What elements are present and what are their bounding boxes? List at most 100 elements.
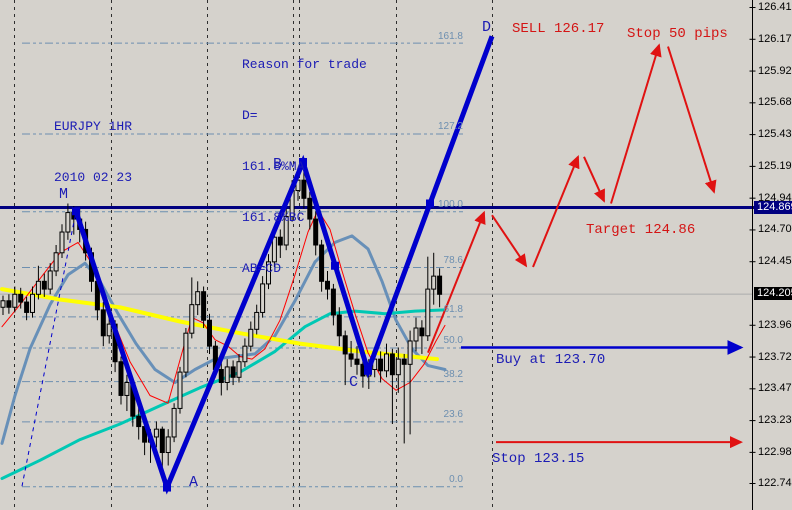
candle-body bbox=[236, 361, 242, 378]
candle-body bbox=[336, 314, 342, 337]
fib-diagonal-line bbox=[21, 211, 77, 487]
candle-body bbox=[53, 252, 59, 272]
candle-body bbox=[106, 323, 112, 337]
axis-price-label: 124.945 bbox=[758, 191, 792, 204]
candle-body bbox=[407, 340, 413, 365]
fib-level-label: 38.2 bbox=[443, 369, 463, 381]
pattern-point-label-M: M bbox=[59, 186, 69, 203]
candle-body bbox=[260, 283, 266, 313]
candle-body bbox=[183, 332, 189, 373]
candle-body bbox=[419, 327, 425, 337]
candle-body bbox=[307, 197, 313, 220]
candle-body bbox=[224, 366, 230, 383]
candle-body bbox=[242, 345, 248, 363]
candle-body bbox=[425, 288, 431, 337]
zigzag-handle bbox=[163, 483, 171, 492]
candle-body bbox=[124, 381, 130, 396]
sell-annotation: SELL 126.17 bbox=[512, 21, 605, 37]
zigzag-handle bbox=[426, 199, 434, 208]
candle-body bbox=[12, 293, 18, 308]
candle-body bbox=[207, 319, 212, 347]
fib-level-label: 100.0 bbox=[437, 199, 463, 211]
candle-body bbox=[189, 304, 195, 334]
fib-level-label: 23.6 bbox=[443, 409, 463, 421]
candle-body bbox=[342, 335, 348, 355]
candle-body bbox=[201, 291, 207, 321]
candle-body bbox=[389, 353, 395, 376]
zigzag-handle bbox=[72, 207, 80, 216]
fib-level-label: 0.0 bbox=[449, 474, 463, 486]
candle-body bbox=[354, 358, 360, 365]
axis-price-label: 126.170 bbox=[758, 32, 792, 45]
candle-body bbox=[384, 353, 389, 372]
candle-body bbox=[413, 327, 419, 342]
candle-body bbox=[171, 407, 177, 438]
axis-price-label: 123.475 bbox=[758, 382, 792, 395]
axis-price-label: 126.415 bbox=[758, 1, 792, 13]
axis-price-label: 122.985 bbox=[758, 445, 792, 458]
candle-body bbox=[59, 231, 65, 254]
price-marker-box: 124.205 bbox=[754, 287, 792, 301]
trade-projection-arrow bbox=[667, 46, 717, 194]
price-marker-box: 124.869 bbox=[754, 201, 792, 215]
candle-body bbox=[30, 293, 35, 313]
buy-annotation: Buy at 123.70 bbox=[496, 352, 606, 368]
axis-price-label: 125.925 bbox=[758, 64, 792, 77]
candle-body bbox=[153, 428, 159, 438]
candle-body bbox=[266, 261, 271, 285]
pattern-point-label-C: C bbox=[349, 374, 359, 391]
candle-body bbox=[100, 309, 106, 337]
chart-date-label: 2010 02 23 bbox=[54, 170, 133, 185]
symbol-timeframe-label: EURJPY 1HR bbox=[54, 119, 133, 134]
axis-price-label: 122.745 bbox=[758, 477, 792, 489]
zigzag-handle bbox=[299, 157, 307, 166]
trade-projection-arrow bbox=[491, 214, 528, 268]
candle-body bbox=[159, 428, 165, 454]
candle-body bbox=[378, 358, 384, 372]
candle-body bbox=[248, 328, 254, 347]
axis-price-label: 123.720 bbox=[758, 350, 792, 363]
reason-line: D= bbox=[242, 108, 258, 123]
ma-medium-moving-average bbox=[0, 234, 447, 445]
fib-level-label: 50.0 bbox=[443, 335, 463, 347]
axis-price-label: 125.680 bbox=[758, 96, 792, 109]
candle-body bbox=[24, 301, 30, 313]
candle-body bbox=[165, 436, 171, 454]
candle-body bbox=[283, 215, 289, 246]
candle-body bbox=[35, 280, 41, 295]
candle-body bbox=[41, 280, 47, 290]
axis-price-label: 124.455 bbox=[758, 255, 792, 268]
trade-projection-arrow bbox=[532, 154, 580, 268]
ma-long-moving-average bbox=[0, 308, 447, 480]
target-annotation: Target 124.86 bbox=[586, 222, 696, 238]
pattern-point-label-A: A bbox=[189, 474, 199, 491]
fib-level-label: 78.6 bbox=[443, 255, 463, 267]
stop-price-annotation: Stop 123.15 bbox=[492, 451, 585, 467]
candle-body bbox=[319, 244, 325, 282]
chart-header: EURJPY 1HR 2010 02 23 bbox=[54, 84, 132, 220]
axis-price-label: 125.435 bbox=[758, 128, 792, 141]
candle-body bbox=[177, 371, 183, 409]
stop-pips-annotation: Stop 50 pips bbox=[627, 26, 728, 42]
zigzag-handle bbox=[364, 366, 372, 375]
candle-body bbox=[313, 218, 319, 246]
fib-level-label: 161.8 bbox=[437, 30, 463, 42]
candle-body bbox=[118, 361, 124, 396]
candle-body bbox=[47, 270, 53, 290]
candle-body bbox=[301, 179, 307, 199]
candle-body bbox=[65, 212, 71, 233]
candle-body bbox=[395, 358, 401, 376]
trade-projection-arrow bbox=[610, 43, 662, 204]
fib-level-label: 127.2 bbox=[437, 121, 463, 133]
axis-price-label: 123.965 bbox=[758, 318, 792, 331]
ma-slow-moving-average bbox=[0, 287, 439, 362]
candle-body bbox=[136, 415, 142, 428]
zigzag-handle bbox=[331, 261, 339, 270]
axis-price-label: 124.700 bbox=[758, 223, 792, 236]
reason-line: 161.8%BC bbox=[242, 210, 305, 225]
candle-body bbox=[230, 366, 236, 378]
reason-line: AB=CD bbox=[242, 261, 282, 276]
candle-body bbox=[18, 293, 24, 303]
